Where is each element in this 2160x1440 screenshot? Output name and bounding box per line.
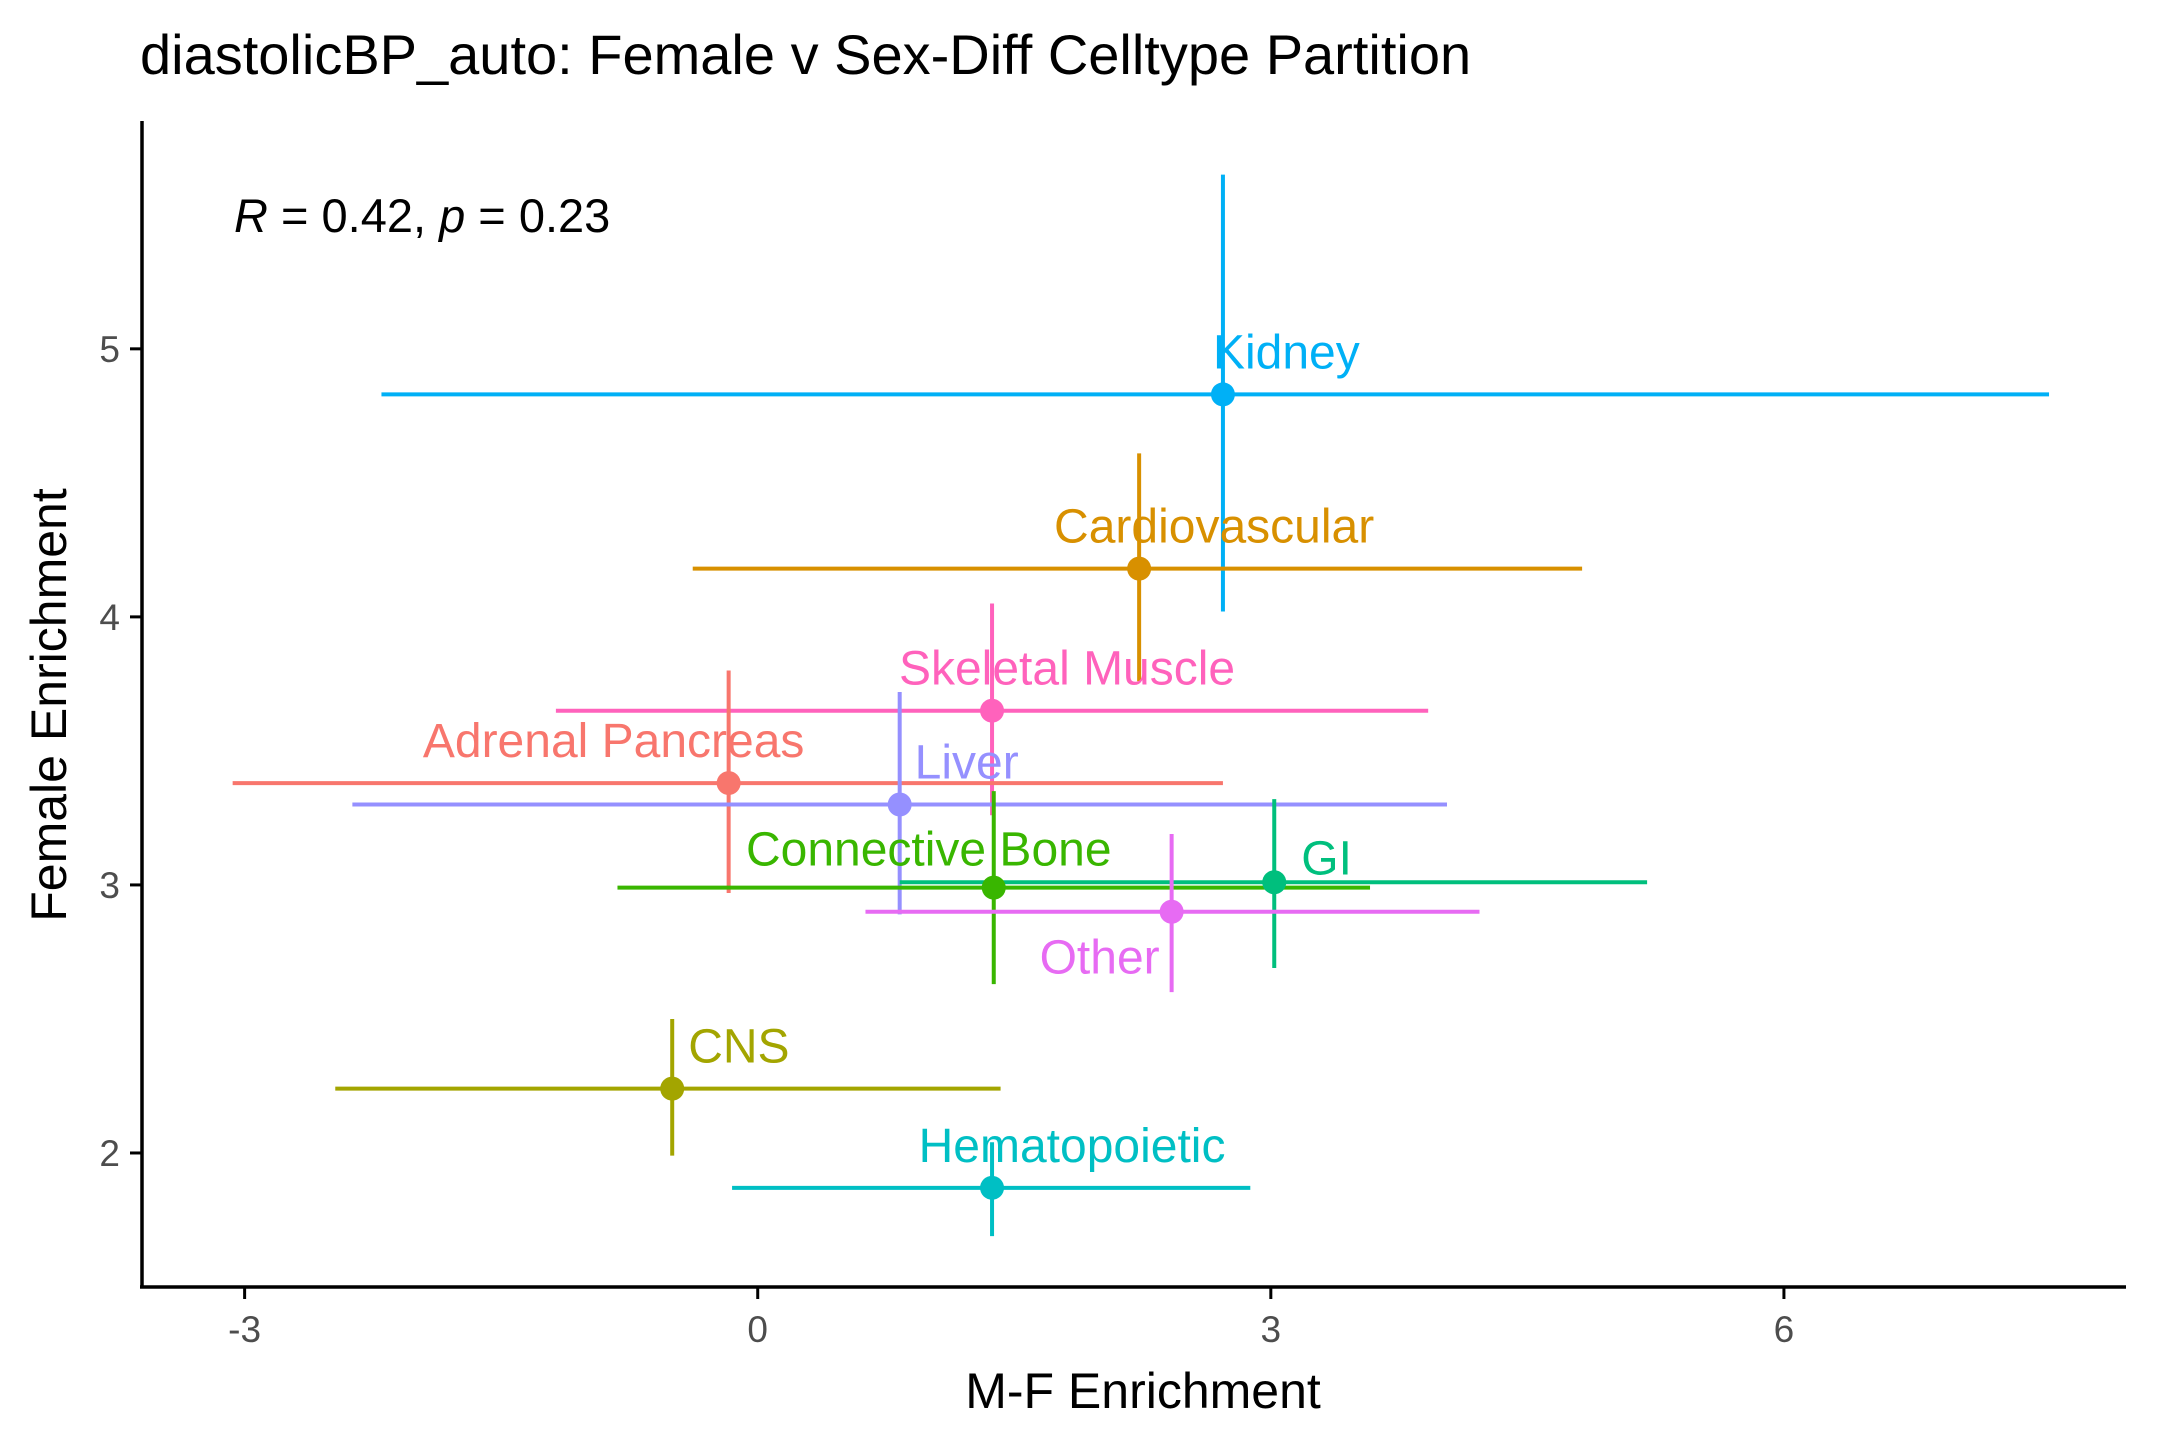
point-liver <box>887 792 912 817</box>
point-label-other: Other <box>1040 932 1160 985</box>
point-label-kidney: Kidney <box>1213 326 1360 379</box>
point-adrenal-pancreas <box>716 771 741 796</box>
point-label-gi: GI <box>1301 832 1352 885</box>
axes: -3 0 3 6 2 3 4 5 <box>99 121 2126 1350</box>
error-bars <box>232 174 2050 1237</box>
x-tick-label: -3 <box>228 1309 261 1350</box>
x-axis-title: M-F Enrichment <box>965 1363 1321 1419</box>
x-tick-label: 3 <box>1261 1309 1282 1350</box>
point-label-hematopoietic: Hematopoietic <box>919 1120 1226 1173</box>
correlation-annotation: R = 0.42, p = 0.23 <box>234 189 610 242</box>
y-tick-label: 4 <box>99 597 120 638</box>
point-label-cardiovascular: Cardiovascular <box>1054 501 1374 554</box>
point-label-skeletal-muscle: Skeletal Muscle <box>899 643 1235 696</box>
point-cardiovascular <box>1127 556 1152 581</box>
x-ticks: -3 0 3 6 <box>228 1287 1794 1350</box>
point-label-cns: CNS <box>688 1021 789 1074</box>
p-symbol: p <box>437 189 465 242</box>
y-tick-label: 5 <box>99 329 120 370</box>
point-label-adrenal-pancreas: Adrenal Pancreas <box>423 715 805 768</box>
point-hematopoietic <box>980 1175 1005 1200</box>
y-axis-title: Female Enrichment <box>21 488 77 922</box>
point-label-liver: Liver <box>915 737 1019 790</box>
point-other <box>1159 899 1184 924</box>
y-tick-label: 3 <box>99 865 120 906</box>
point-gi <box>1262 870 1287 895</box>
x-tick-label: 0 <box>747 1309 768 1350</box>
r-symbol: R <box>234 189 268 242</box>
point-cns <box>660 1076 685 1101</box>
x-tick-label: 6 <box>1774 1309 1795 1350</box>
data-points <box>660 382 1287 1200</box>
point-skeletal-muscle <box>980 698 1005 723</box>
chart-title: diastolicBP_auto: Female v Sex-Diff Cell… <box>140 23 1471 86</box>
point-label-connective-bone: Connective Bone <box>746 824 1112 877</box>
point-connective-bone <box>981 875 1006 900</box>
p-value: = 0.23 <box>465 189 610 242</box>
r-value: = 0.42, <box>268 189 439 242</box>
point-labels: Kidney Cardiovascular Skeletal Muscle Adren… <box>423 326 1374 1172</box>
y-ticks: 2 3 4 5 <box>99 329 142 1174</box>
y-tick-label: 2 <box>99 1133 120 1174</box>
point-kidney <box>1210 382 1235 407</box>
